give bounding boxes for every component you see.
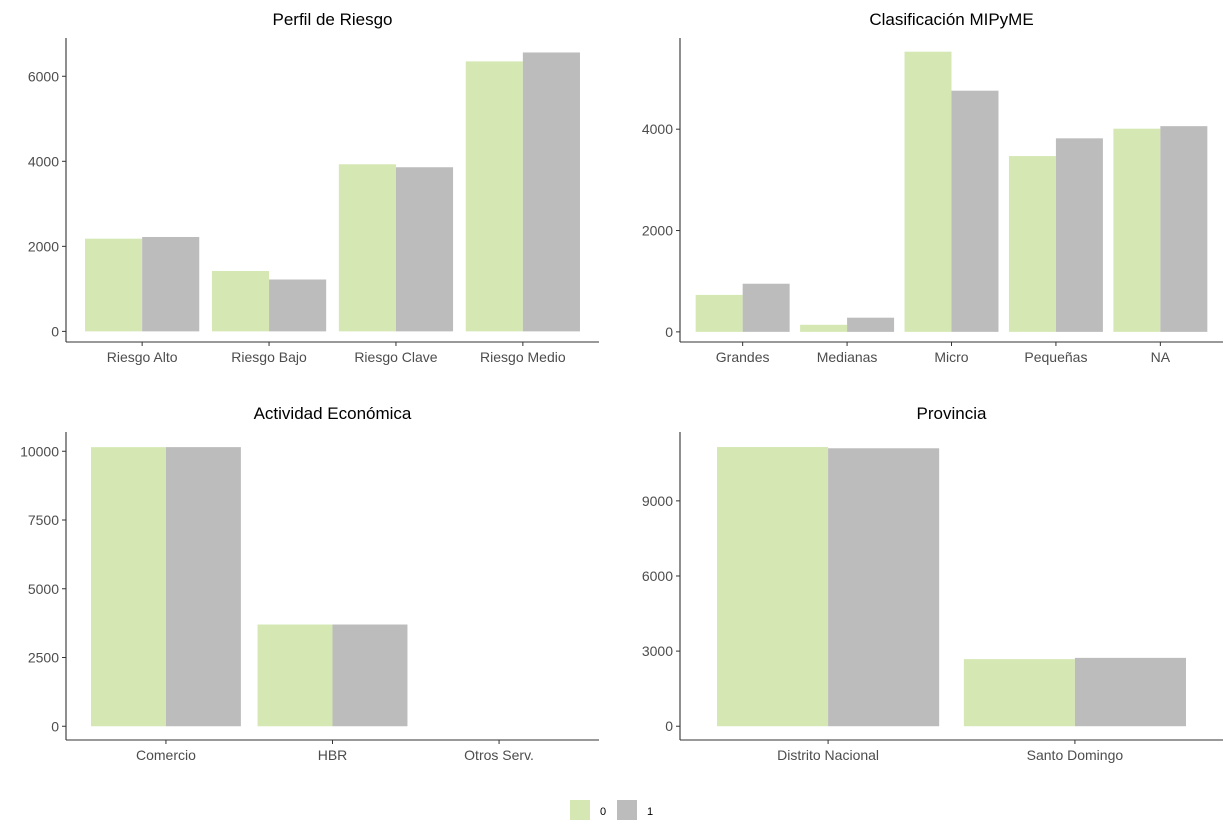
chart-panel-3: Actividad Económica Comercio HBR Otros Serv… xyxy=(20,404,599,763)
x-tick-label: Pequeñas xyxy=(1024,349,1087,365)
bar xyxy=(963,659,1075,727)
y-tick-label: 2000 xyxy=(642,223,673,239)
bar xyxy=(1008,156,1056,332)
y-tick-label: 9000 xyxy=(642,493,673,509)
bar xyxy=(717,447,829,727)
bar xyxy=(257,624,333,727)
bar xyxy=(332,624,408,727)
bar xyxy=(338,164,396,332)
bar xyxy=(1074,657,1186,727)
bar xyxy=(395,167,454,332)
bar xyxy=(269,279,327,332)
legend-label: 0 xyxy=(600,806,606,818)
x-tick-label: Riesgo Alto xyxy=(107,349,178,365)
chart-panel-2: Clasificación MIPyME Grandes Medianas Micro… xyxy=(642,10,1223,365)
bar xyxy=(1113,128,1161,332)
x-tick-label: Riesgo Medio xyxy=(480,349,566,365)
bar xyxy=(742,283,790,332)
x-tick-label: Otros Serv. xyxy=(464,747,534,763)
legend-swatch-0 xyxy=(570,800,590,820)
y-tick-label: 0 xyxy=(51,718,59,734)
y-tick-label: 2000 xyxy=(28,238,59,254)
bar xyxy=(828,448,940,727)
y-tick-label: 2500 xyxy=(28,650,59,666)
bar xyxy=(85,238,143,332)
x-tick-label: Riesgo Bajo xyxy=(231,349,307,365)
x-tick-label: HBR xyxy=(318,747,348,763)
x-tick-label: NA xyxy=(1151,349,1171,365)
bar xyxy=(847,317,895,332)
x-tick-label: Grandes xyxy=(716,349,770,365)
bar xyxy=(695,294,743,332)
chart-title: Provincia xyxy=(917,404,987,423)
y-tick-label: 10000 xyxy=(20,443,59,459)
bar xyxy=(1055,138,1103,332)
y-tick-label: 5000 xyxy=(28,581,59,597)
y-tick-label: 4000 xyxy=(28,153,59,169)
bar xyxy=(522,52,580,332)
y-tick-label: 3000 xyxy=(642,643,673,659)
chart-panel-4: Provincia Distrito Nacional Santo Domingo 0… xyxy=(642,404,1223,763)
bar xyxy=(904,51,952,332)
bar xyxy=(1160,126,1208,332)
bar xyxy=(142,236,200,332)
x-tick-label: Micro xyxy=(934,349,968,365)
bar xyxy=(465,61,523,332)
x-tick-label: Comercio xyxy=(136,747,196,763)
y-tick-label: 0 xyxy=(51,323,59,339)
chart-title: Clasificación MIPyME xyxy=(869,10,1033,29)
chart-title: Actividad Económica xyxy=(254,404,412,423)
y-tick-label: 4000 xyxy=(642,121,673,137)
x-tick-label: Santo Domingo xyxy=(1027,747,1124,763)
bar xyxy=(90,447,166,727)
y-tick-label: 0 xyxy=(665,718,673,734)
legend-swatch-1 xyxy=(617,800,637,820)
chart-panel-1: Perfil de Riesgo Riesgo Alto Riesgo Bajo Ri… xyxy=(28,10,599,365)
x-tick-label: Riesgo Clave xyxy=(354,349,437,365)
bar xyxy=(951,90,999,332)
y-tick-label: 6000 xyxy=(642,568,673,584)
x-tick-label: Medianas xyxy=(817,349,878,365)
bar xyxy=(800,324,848,332)
y-tick-label: 7500 xyxy=(28,512,59,528)
y-tick-label: 6000 xyxy=(28,68,59,84)
x-tick-label: Distrito Nacional xyxy=(777,747,879,763)
bar xyxy=(211,271,270,332)
y-tick-label: 0 xyxy=(665,324,673,340)
chart-title: Perfil de Riesgo xyxy=(272,10,392,29)
legend-label: 1 xyxy=(647,806,653,818)
bar xyxy=(165,447,241,727)
